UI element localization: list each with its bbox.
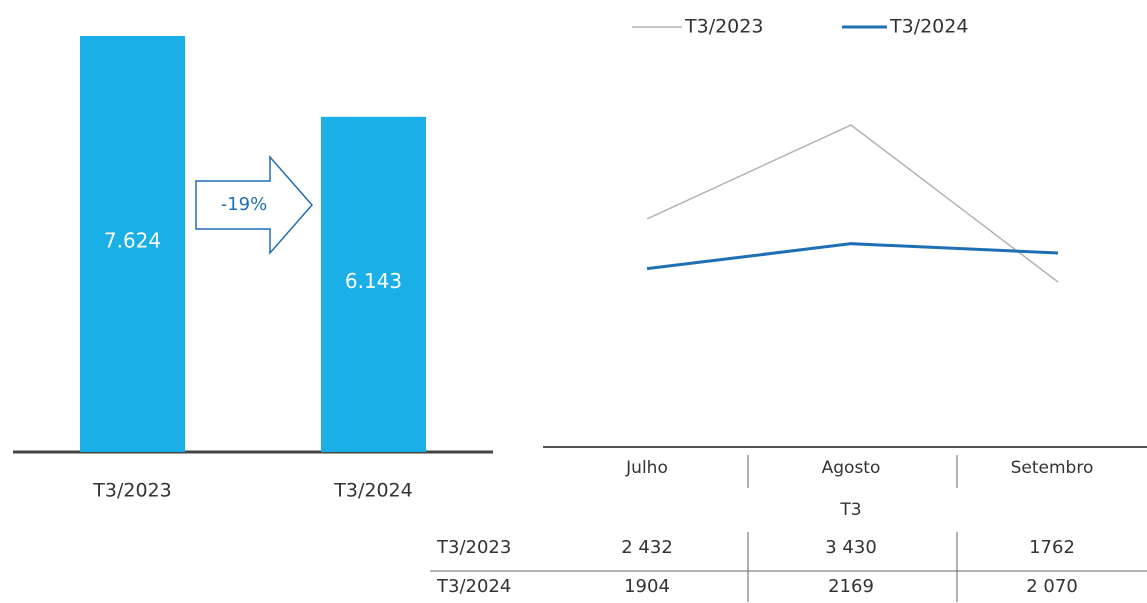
- bar-value-label: 7.624: [104, 229, 161, 253]
- bar: [321, 116, 426, 453]
- bar-value-label: 6.143: [345, 269, 402, 293]
- line-series: [646, 124, 1059, 283]
- table-column-label: Julho: [625, 458, 668, 478]
- table-cell: 3 430: [825, 537, 877, 558]
- change-arrow: [195, 155, 313, 255]
- table-row-label: T3/2024: [436, 576, 511, 597]
- table-cell: 2 432: [621, 537, 673, 558]
- table-column-label: Agosto: [822, 458, 881, 478]
- legend-label: T3/2023: [684, 16, 763, 38]
- table-cell: 1762: [1029, 537, 1075, 558]
- legend-label: T3/2024: [889, 16, 968, 38]
- line-series: [646, 242, 1059, 271]
- change-label: -19%: [221, 194, 268, 215]
- x-tick-label: T3/2023: [92, 480, 171, 502]
- bar: [80, 36, 185, 452]
- table-cell: 2 070: [1026, 576, 1078, 597]
- table-cell: 1904: [624, 576, 670, 597]
- x-tick-label: T3/2024: [333, 480, 412, 502]
- table-row-label: T3/2023: [436, 537, 511, 558]
- table-column-label: Setembro: [1011, 458, 1094, 478]
- group-label: T3: [839, 500, 861, 520]
- table-cell: 2169: [828, 576, 874, 597]
